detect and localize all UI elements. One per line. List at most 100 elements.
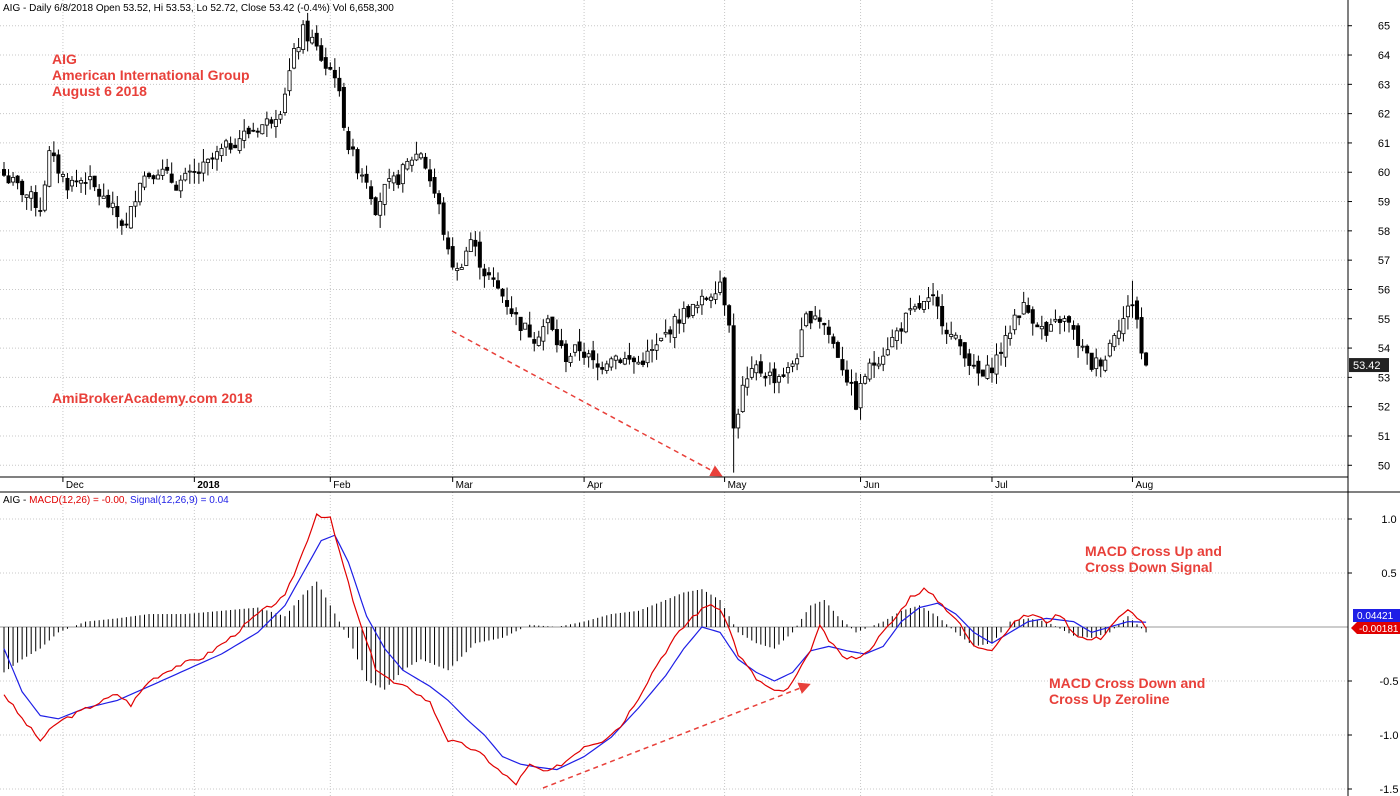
signal-value: 0.04421	[1357, 611, 1394, 622]
candle-body	[600, 367, 605, 370]
candle-body	[763, 375, 768, 379]
candle-body	[319, 45, 324, 61]
candle-body	[568, 355, 573, 363]
candle-body	[455, 268, 460, 272]
candle-body	[808, 310, 813, 324]
candle-body	[119, 220, 124, 226]
candle-body	[636, 361, 641, 365]
candle-body	[1030, 309, 1035, 324]
candle-body	[341, 86, 346, 128]
candle-body	[391, 175, 396, 184]
candle-body	[618, 359, 623, 363]
indicator-prefix: AIG -	[3, 495, 29, 506]
candle-body	[663, 331, 668, 335]
candle-body	[273, 119, 278, 128]
candle-body	[505, 300, 510, 307]
candle-body	[156, 174, 161, 180]
macd-value: -0.00181	[1359, 624, 1399, 635]
candle-body	[1026, 305, 1031, 313]
candle-body	[527, 324, 532, 338]
candles	[2, 12, 1149, 473]
candle-body	[2, 169, 7, 176]
candle-body	[858, 383, 863, 409]
candle-body	[1035, 324, 1040, 328]
last-price-label: 53.42	[1349, 358, 1389, 373]
candle-body	[980, 369, 985, 377]
candle-body	[681, 308, 686, 324]
candle-body	[894, 330, 899, 341]
candle-body	[786, 367, 791, 374]
candle-body	[60, 173, 65, 177]
candle-body	[314, 32, 319, 47]
candle-body	[550, 316, 555, 330]
candle-body	[563, 343, 568, 363]
candle-body	[944, 329, 949, 335]
candle-body	[332, 69, 337, 79]
candle-body	[718, 281, 723, 293]
price-tick-label: 61	[1378, 138, 1390, 150]
candle-body	[464, 250, 469, 266]
candle-body	[423, 156, 428, 169]
candle-body	[1089, 352, 1094, 370]
candle-body	[1008, 332, 1013, 340]
candle-body	[931, 294, 936, 297]
candle-body	[1076, 325, 1081, 346]
candle-body	[92, 175, 97, 188]
candle-body	[749, 368, 754, 378]
candle-body	[74, 180, 79, 183]
candle-body	[967, 353, 972, 366]
x-tick-label: Mar	[456, 480, 474, 491]
candle-body	[215, 151, 220, 160]
candle-body	[47, 150, 52, 187]
candle-body	[573, 344, 578, 353]
candle-body	[38, 210, 43, 212]
candle-body	[613, 355, 618, 361]
candle-body	[822, 322, 827, 326]
candle-body	[29, 191, 34, 199]
candle-body	[369, 186, 374, 200]
macd-note-1-line2: Cross Down Signal	[1085, 559, 1213, 575]
candle-body	[292, 48, 297, 69]
candle-body	[151, 175, 156, 180]
candle-body	[631, 357, 636, 363]
price-tick-label: 50	[1378, 460, 1390, 472]
candle-body	[835, 342, 840, 358]
price-tick-label: 51	[1378, 431, 1390, 443]
candle-body	[187, 170, 192, 173]
macd-tick-label: -1.5	[1380, 784, 1399, 796]
candle-body	[595, 363, 600, 368]
candle-body	[20, 180, 25, 196]
candle-body	[999, 351, 1004, 354]
candle-body	[69, 179, 74, 187]
candle-body	[645, 350, 650, 364]
candle-body	[196, 171, 201, 174]
candle-body	[42, 184, 47, 211]
candle-body	[441, 202, 446, 235]
candle-body	[704, 297, 709, 300]
candle-body	[577, 341, 582, 352]
candle-body	[1071, 325, 1076, 330]
candle-body	[659, 337, 664, 342]
candle-body	[1080, 345, 1085, 348]
candle-body	[1135, 300, 1140, 320]
annotation-ticker: AIG	[52, 51, 77, 67]
candle-body	[940, 306, 945, 327]
candle-body	[518, 316, 523, 331]
candle-body	[781, 374, 786, 377]
price-tick-label: 54	[1378, 343, 1390, 355]
candle-body	[11, 177, 16, 183]
candle-body	[1112, 335, 1117, 348]
candle-body	[514, 312, 519, 315]
last-price-value: 53.42	[1353, 360, 1381, 372]
candle-body	[65, 177, 70, 191]
macd-tick-label: 1.0	[1381, 514, 1396, 526]
candle-body	[713, 293, 718, 300]
candle-body	[604, 363, 609, 371]
candle-body	[296, 47, 301, 53]
macd-header-label: MACD(12,26) = -0.00,	[29, 495, 127, 506]
candle-body	[1012, 314, 1017, 331]
candle-body	[192, 171, 197, 173]
candle-body	[699, 295, 704, 306]
candle-body	[237, 138, 242, 151]
candle-body	[736, 413, 741, 429]
